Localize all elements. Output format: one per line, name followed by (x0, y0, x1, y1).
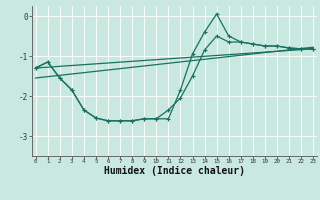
X-axis label: Humidex (Indice chaleur): Humidex (Indice chaleur) (104, 166, 245, 176)
